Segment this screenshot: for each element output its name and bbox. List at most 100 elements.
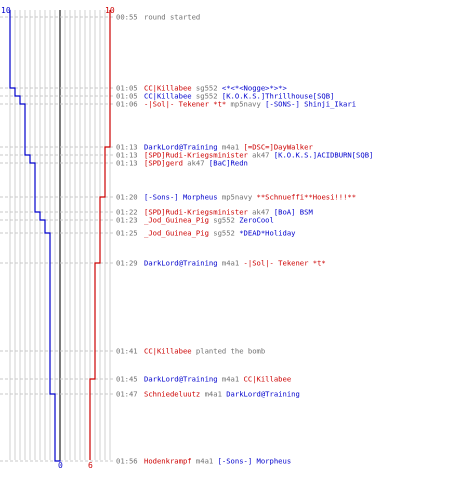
t-player-name: **Schnueffi**Hoesi!!!** [257, 193, 357, 202]
ct-player-name: DarkLord@Training [144, 259, 218, 268]
event-time: 01:05 [116, 92, 138, 101]
event-row: 01:23 _Jod_Guinea_Pig sg552 ZeroCool [116, 216, 274, 225]
ct-player-name: [BaC]Redn [209, 159, 248, 168]
t-player-name: [SPD]Rudi-Kriegsminister [144, 208, 249, 217]
event-action: planted the bomb [192, 347, 266, 356]
event-row: 01:45 DarkLord@Training m4a1 CC|Killabee [116, 375, 291, 384]
event-row: 01:20 [-Sons-] Morpheus mp5navy **Schnuef… [116, 193, 356, 202]
ct-end-count: 0 [58, 461, 63, 470]
t-player-name: _Jod_Guinea_Pig [144, 216, 209, 225]
event-time: 01:05 [116, 84, 138, 93]
event-time: 01:41 [116, 347, 138, 356]
event-text: Hodenkrampf m4a1 [-Sons-] Morpheus [144, 457, 291, 466]
t-player-name: -|Sol|- Tekener *t* [144, 100, 226, 109]
event-row: 01:56 Hodenkrampf m4a1 [-Sons-] Morpheus [116, 457, 291, 466]
event-text: [SPD]gerd ak47 [BaC]Redn [144, 159, 248, 168]
event-row: 01:13 DarkLord@Training m4a1 [=DSC=]DayWa… [116, 143, 313, 152]
event-row: 01:29 DarkLord@Training m4a1 -|Sol|- Teke… [116, 259, 326, 268]
event-row: 00:55 round started [116, 13, 200, 22]
event-time: 01:45 [116, 375, 138, 384]
event-action: ak47 [248, 208, 274, 217]
event-text: [-Sons-] Morpheus mp5navy **Schnueffi**H… [144, 193, 356, 202]
event-text: DarkLord@Training m4a1 [=DSC=]DayWalker [144, 143, 313, 152]
event-time: 01:13 [116, 151, 138, 160]
event-action: mp5navy [226, 100, 265, 109]
ct-player-name: CC|Killabee [144, 92, 192, 101]
event-text: [SPD]Rudi-Kriegsminister ak47 [K.O.K.S.]… [144, 151, 373, 160]
t-player-name: CC|Killabee [244, 375, 292, 384]
event-row: 01:47 Schniedeluutz m4a1 DarkLord@Trainin… [116, 390, 300, 399]
ct-player-name: [K.O.K.S.]ACIDBURN[SQB] [274, 151, 374, 160]
t-alive-line [89, 10, 111, 460]
event-row: 01:06 -|Sol|- Tekener *t* mp5navy [-SONS-… [116, 100, 356, 109]
event-text: Schniedeluutz m4a1 DarkLord@Training [144, 390, 300, 399]
ct-player-name: DarkLord@Training [144, 375, 218, 384]
event-time: 01:13 [116, 143, 138, 152]
event-time: 00:55 [116, 13, 138, 22]
t-player-name: [SPD]gerd [144, 159, 183, 168]
event-row: 01:13 [SPD]Rudi-Kriegsminister ak47 [K.O.… [116, 151, 373, 160]
event-action: m4a1 [192, 457, 218, 466]
event-text: round started [144, 13, 200, 22]
event-row: 01:41 CC|Killabee planted the bomb [116, 347, 265, 356]
t-end-count: 6 [88, 461, 93, 470]
event-time: 01:56 [116, 457, 138, 466]
t-player-name: [SPD]Rudi-Kriegsminister [144, 151, 249, 160]
t-alive-series [89, 10, 111, 460]
event-text: [SPD]Rudi-Kriegsminister ak47 [BoA] BSM [144, 208, 313, 217]
event-action: m4a1 [218, 375, 244, 384]
event-text: DarkLord@Training m4a1 -|Sol|- Tekener *… [144, 259, 326, 268]
ct-start-count: 10 [1, 6, 11, 15]
event-text: -|Sol|- Tekener *t* mp5navy [-SONS-] Shi… [144, 100, 356, 109]
event-time: 01:29 [116, 259, 138, 268]
player-count-grid [9, 10, 111, 460]
event-time: 01:20 [116, 193, 138, 202]
t-player-name: Schniedeluutz [144, 390, 200, 399]
t-player-name: CC|Killabee [144, 347, 192, 356]
event-time: 01:22 [116, 208, 138, 217]
ct-player-name: [BoA] BSM [274, 208, 314, 217]
t-player-name: -|Sol|- Tekener *t* [244, 259, 326, 268]
event-action: mp5navy [218, 193, 257, 202]
t-player-name: Hodenkrampf [144, 457, 192, 466]
ct-alive-line [9, 10, 61, 462]
event-action: m4a1 [200, 390, 226, 399]
event-action: ak47 [248, 151, 274, 160]
event-action: ak47 [183, 159, 209, 168]
ct-player-name: <*<*<Nogge>*>*> [222, 84, 288, 93]
event-time: 01:47 [116, 390, 138, 399]
event-row: 01:25 _Jod_Guinea_Pig sg552 *DEAD*Holiday [116, 229, 296, 238]
event-action: round started [144, 13, 200, 22]
event-text: CC|Killabee planted the bomb [144, 347, 265, 356]
event-action: sg552 [192, 84, 222, 93]
event-row: 01:13 [SPD]gerd ak47 [BaC]Redn [116, 159, 248, 168]
event-action: m4a1 [218, 259, 244, 268]
ct-player-name: ZeroCool [239, 216, 274, 225]
event-time: 01:25 [116, 229, 138, 238]
event-time: 01:23 [116, 216, 138, 225]
t-player-name: [=DSC=]DayWalker [244, 143, 314, 152]
ct-player-name: [-Sons-] Morpheus [144, 193, 218, 202]
event-row-guides [0, 16, 114, 462]
ct-player-name: [-Sons-] Morpheus [218, 457, 292, 466]
event-text: DarkLord@Training m4a1 CC|Killabee [144, 375, 291, 384]
event-action: m4a1 [218, 143, 244, 152]
event-text: CC|Killabee sg552 [K.O.K.S.]Thrillhouse[… [144, 92, 334, 101]
ct-player-name: [K.O.K.S.]Thrillhouse[SQB] [222, 92, 335, 101]
event-log: 00:55 round started 01:05 CC|Killabee sg552… [116, 13, 373, 466]
event-row: 01:05 CC|Killabee sg552 [K.O.K.S.]Thrillh… [116, 92, 334, 101]
event-text: _Jod_Guinea_Pig sg552 ZeroCool [144, 216, 274, 225]
event-time: 01:13 [116, 159, 138, 168]
event-action: sg552 [209, 216, 239, 225]
ct-player-name: *DEAD*Holiday [239, 229, 296, 238]
event-row: 01:05 CC|Killabee sg552 <*<*<Nogge>*>*> [116, 84, 287, 93]
event-action: sg552 [192, 92, 222, 101]
ct-player-name: DarkLord@Training [226, 390, 300, 399]
event-text: _Jod_Guinea_Pig sg552 *DEAD*Holiday [144, 229, 296, 238]
ct-player-name: DarkLord@Training [144, 143, 218, 152]
event-action: sg552 [209, 229, 239, 238]
event-text: CC|Killabee sg552 <*<*<Nogge>*>*> [144, 84, 287, 93]
t-player-name: _Jod_Guinea_Pig [144, 229, 209, 238]
ct-alive-series [9, 10, 61, 462]
